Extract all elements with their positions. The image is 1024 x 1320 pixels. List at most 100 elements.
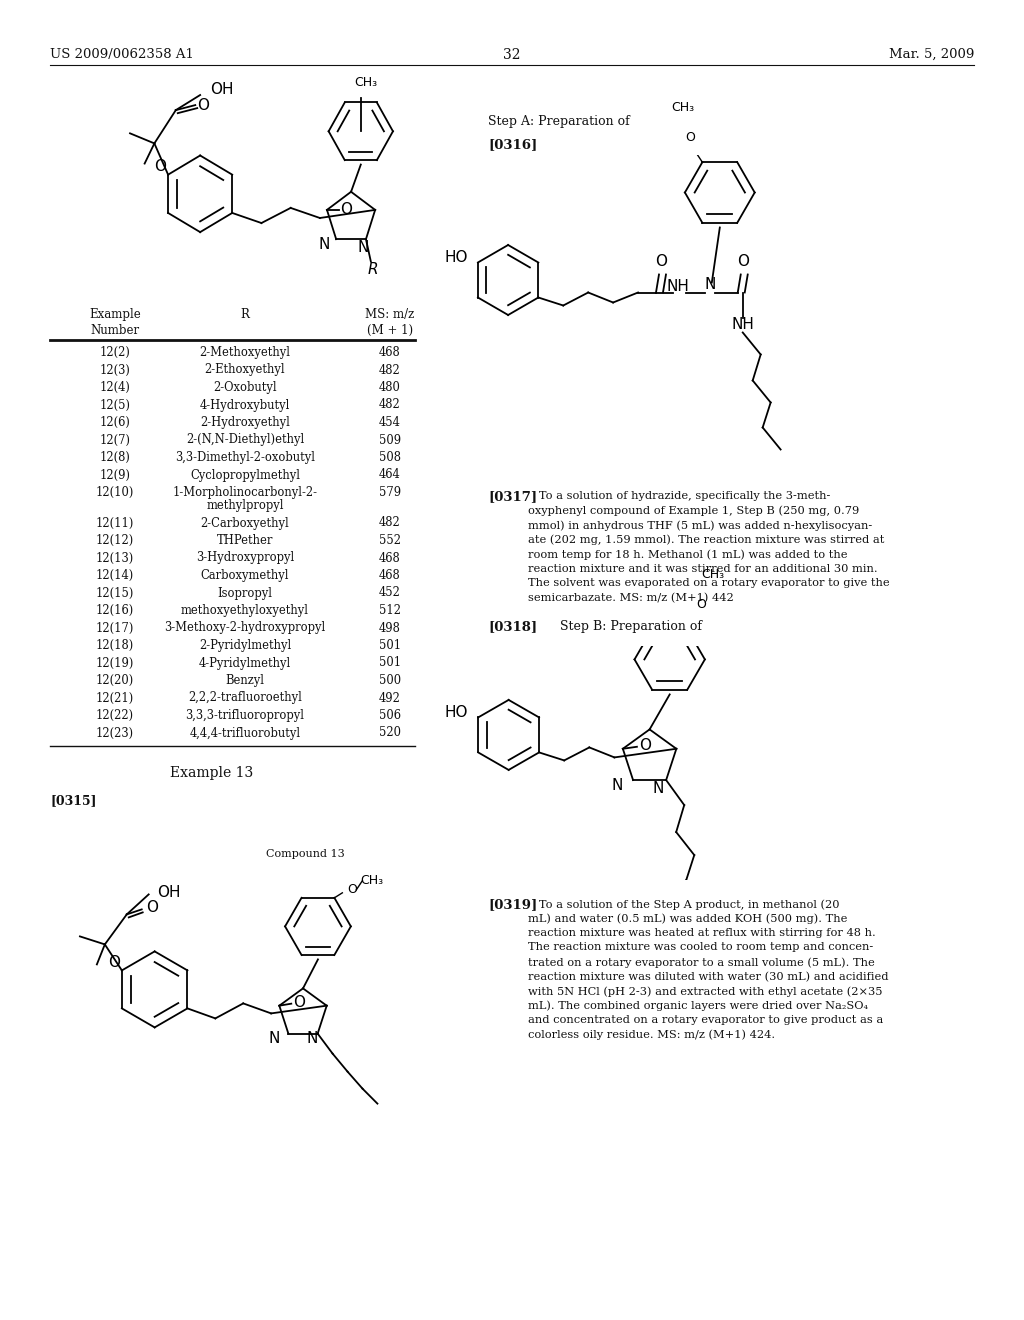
Text: 501: 501: [379, 639, 401, 652]
Text: N: N: [705, 277, 716, 292]
Text: 464: 464: [379, 469, 400, 482]
Text: oxyphenyl compound of Example 1, Step B (250 mg, 0.79: oxyphenyl compound of Example 1, Step B …: [528, 506, 859, 516]
Text: Step A: Preparation of: Step A: Preparation of: [488, 115, 630, 128]
Text: 12(8): 12(8): [99, 451, 130, 465]
Text: Isopropyl: Isopropyl: [217, 586, 272, 599]
Text: CH₃: CH₃: [354, 77, 377, 90]
Text: room temp for 18 h. Methanol (1 mL) was added to the: room temp for 18 h. Methanol (1 mL) was …: [528, 549, 848, 560]
Text: O: O: [197, 98, 209, 112]
Text: with 5N HCl (pH 2-3) and extracted with ethyl acetate (2×35: with 5N HCl (pH 2-3) and extracted with …: [528, 986, 883, 997]
Text: 482: 482: [379, 516, 400, 529]
Text: 492: 492: [379, 692, 401, 705]
Text: THPether: THPether: [217, 535, 273, 546]
Text: 500: 500: [379, 675, 401, 686]
Text: 12(4): 12(4): [99, 381, 130, 393]
Text: 2-Ethoxyethyl: 2-Ethoxyethyl: [205, 363, 286, 376]
Text: N: N: [357, 240, 369, 255]
Text: reaction mixture was diluted with water (30 mL) and acidified: reaction mixture was diluted with water …: [528, 972, 889, 982]
Text: O: O: [736, 253, 749, 268]
Text: ate (202 mg, 1.59 mmol). The reaction mixture was stirred at: ate (202 mg, 1.59 mmol). The reaction mi…: [528, 535, 885, 545]
Text: O: O: [639, 738, 651, 754]
Text: 12(17): 12(17): [96, 622, 134, 635]
Text: 552: 552: [379, 535, 401, 546]
Text: [0319]: [0319]: [488, 898, 538, 911]
Text: 1-Morpholinocarbonyl-2-: 1-Morpholinocarbonyl-2-: [172, 486, 317, 499]
Text: O: O: [696, 598, 707, 611]
Text: 512: 512: [379, 605, 401, 616]
Text: and concentrated on a rotary evaporator to give product as a: and concentrated on a rotary evaporator …: [528, 1015, 884, 1026]
Text: Carboxymethyl: Carboxymethyl: [201, 569, 289, 582]
Text: 468: 468: [379, 569, 400, 582]
Text: OH: OH: [210, 82, 233, 98]
Text: Example
Number: Example Number: [89, 308, 141, 337]
Text: 12(10): 12(10): [96, 486, 134, 499]
Text: 12(16): 12(16): [96, 605, 134, 616]
Text: N: N: [652, 780, 664, 796]
Text: 12(22): 12(22): [96, 709, 134, 722]
Text: [0316]: [0316]: [488, 139, 538, 150]
Text: R: R: [241, 308, 250, 321]
Text: 12(2): 12(2): [99, 346, 130, 359]
Text: 2-Hydroxyethyl: 2-Hydroxyethyl: [200, 416, 290, 429]
Text: 12(12): 12(12): [96, 535, 134, 546]
Text: colorless oily residue. MS: m/z (M+1) 424.: colorless oily residue. MS: m/z (M+1) 42…: [528, 1030, 775, 1040]
Text: CH₃: CH₃: [700, 568, 724, 581]
Text: 12(23): 12(23): [96, 726, 134, 739]
Text: HO: HO: [444, 705, 468, 719]
Text: 482: 482: [379, 363, 400, 376]
Text: 4,4,4-trifluorobutyl: 4,4,4-trifluorobutyl: [189, 726, 301, 739]
Text: 4-Hydroxybutyl: 4-Hydroxybutyl: [200, 399, 290, 412]
Text: 12(21): 12(21): [96, 692, 134, 705]
Text: CH₃: CH₃: [671, 100, 694, 114]
Text: [0315]: [0315]: [50, 795, 96, 807]
Text: reaction mixture and it was stirred for an additional 30 min.: reaction mixture and it was stirred for …: [528, 564, 878, 573]
Text: 2-Methoxyethyl: 2-Methoxyethyl: [200, 346, 291, 359]
Text: 508: 508: [379, 451, 401, 465]
Text: mmol) in anhydrous THF (5 mL) was added n-hexylisocyan-: mmol) in anhydrous THF (5 mL) was added …: [528, 520, 872, 531]
Text: methoxyethyloxyethyl: methoxyethyloxyethyl: [181, 605, 309, 616]
Text: 2,2,2-trafluoroethyl: 2,2,2-trafluoroethyl: [188, 692, 302, 705]
Text: 12(11): 12(11): [96, 516, 134, 529]
Text: 509: 509: [379, 433, 401, 446]
Text: methylpropyl: methylpropyl: [206, 499, 284, 512]
Text: US 2009/0062358 A1: US 2009/0062358 A1: [50, 48, 194, 61]
Text: 12(13): 12(13): [96, 552, 134, 565]
Text: N: N: [611, 777, 623, 792]
Text: 32: 32: [503, 48, 521, 62]
Text: HO: HO: [444, 249, 468, 265]
Text: mL). The combined organic layers were dried over Na₂SO₄: mL). The combined organic layers were dr…: [528, 1001, 868, 1011]
Text: trated on a rotary evaporator to a small volume (5 mL). The: trated on a rotary evaporator to a small…: [528, 957, 874, 968]
Text: 3,3-Dimethyl-2-oxobutyl: 3,3-Dimethyl-2-oxobutyl: [175, 451, 315, 465]
Text: O: O: [108, 954, 120, 970]
Text: 3-Hydroxypropyl: 3-Hydroxypropyl: [196, 552, 294, 565]
Text: 468: 468: [379, 346, 400, 359]
Text: 12(6): 12(6): [99, 416, 130, 429]
Text: 520: 520: [379, 726, 401, 739]
Text: 12(5): 12(5): [99, 399, 130, 412]
Text: mL) and water (0.5 mL) was added KOH (500 mg). The: mL) and water (0.5 mL) was added KOH (50…: [528, 913, 848, 924]
Text: Mar. 5, 2009: Mar. 5, 2009: [889, 48, 974, 61]
Text: semicarbazate. MS: m/z (M+1) 442: semicarbazate. MS: m/z (M+1) 442: [528, 593, 734, 603]
Text: reaction mixture was heated at reflux with stirring for 48 h.: reaction mixture was heated at reflux wi…: [528, 928, 876, 939]
Text: 454: 454: [379, 416, 401, 429]
Text: O: O: [155, 160, 166, 174]
Text: 12(3): 12(3): [99, 363, 130, 376]
Text: 482: 482: [379, 399, 400, 412]
Text: N: N: [318, 236, 330, 252]
Text: O: O: [293, 995, 305, 1010]
Text: [0318]: [0318]: [488, 620, 538, 634]
Text: 501: 501: [379, 656, 401, 669]
Text: Example 13: Example 13: [170, 766, 254, 780]
Text: 498: 498: [379, 622, 401, 635]
Text: The reaction mixture was cooled to room temp and concen-: The reaction mixture was cooled to room …: [528, 942, 873, 953]
Text: O: O: [340, 202, 352, 218]
Text: 4-Pyridylmethyl: 4-Pyridylmethyl: [199, 656, 291, 669]
Text: CH₃: CH₃: [360, 874, 384, 887]
Text: 579: 579: [379, 486, 401, 499]
Text: Step B: Preparation of: Step B: Preparation of: [548, 620, 702, 634]
Text: OH: OH: [157, 884, 180, 900]
Text: 2-Pyridylmethyl: 2-Pyridylmethyl: [199, 639, 291, 652]
Text: 2-Oxobutyl: 2-Oxobutyl: [213, 381, 276, 393]
Text: R: R: [368, 261, 378, 277]
Text: MS: m/z
(M + 1): MS: m/z (M + 1): [366, 308, 415, 337]
